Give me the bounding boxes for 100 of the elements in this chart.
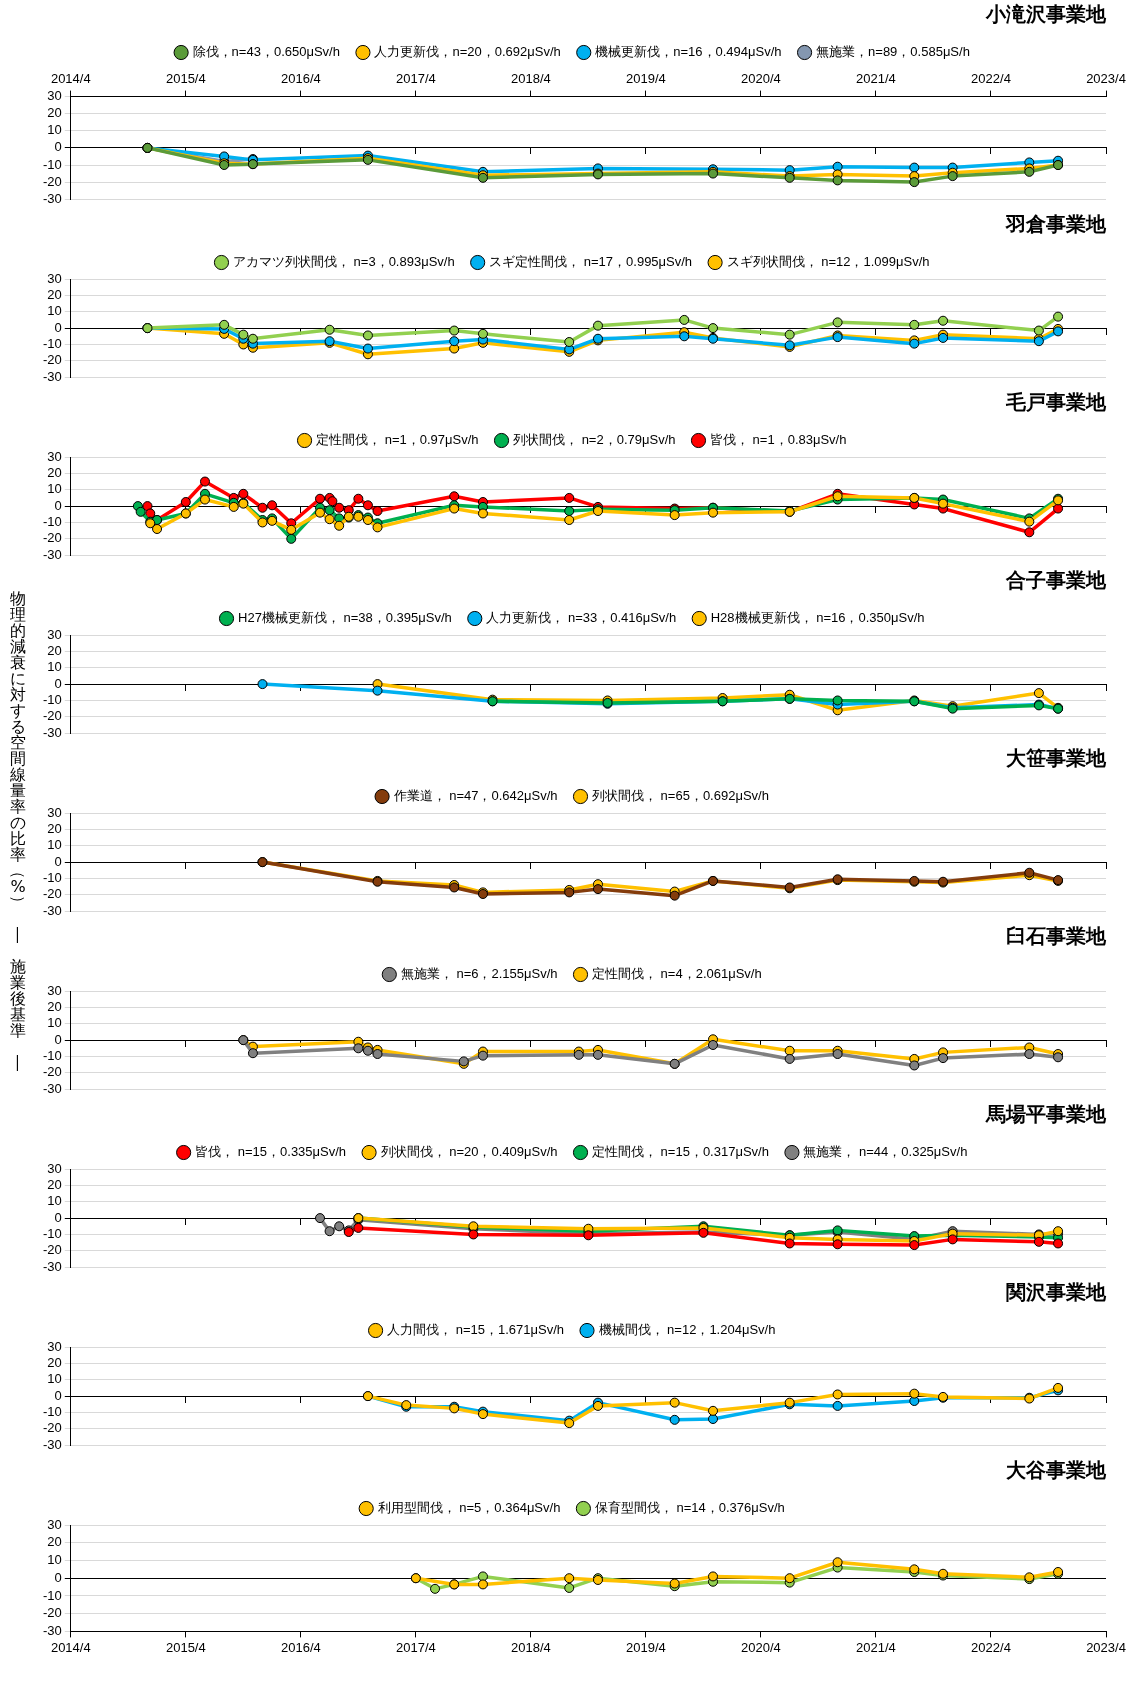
legend-label: 機械更新伐，n=16，0.494μSv/h: [595, 44, 782, 60]
x2-tick-label: 2018/4: [511, 71, 551, 87]
y-tick-label: -20: [42, 886, 62, 902]
y-tick-label: 20: [47, 1534, 62, 1550]
y-tick-label: 20: [47, 642, 62, 658]
y-tick-label: -30: [42, 1080, 62, 1096]
legend-label: 人力間伐， n=15，1.671μSv/h: [387, 1322, 565, 1338]
y-tick-label: -10: [42, 514, 62, 530]
y-tick-label: -20: [42, 1064, 62, 1080]
x2-tick-label: 2015/4: [165, 71, 206, 87]
y-tick-label: -20: [42, 1420, 62, 1436]
legend-label: 利用型間伐， n=5，0.364μSv/h: [377, 1500, 561, 1516]
y-tick-label: 20: [47, 820, 62, 836]
legend-label: 列状間伐， n=65，0.692μSv/h: [592, 788, 769, 804]
chart-title: 毛戸事業地: [1005, 390, 1107, 415]
chart-title: 臼石事業地: [1006, 924, 1107, 949]
legend-label: 列状間伐， n=20，0.409μSv/h: [380, 1144, 558, 1160]
y-tick-label: 30: [47, 1160, 62, 1176]
x-tick-label: 2020/4: [741, 1639, 781, 1655]
legend-label: 定性間伐， n=1，0.97μSv/h: [316, 432, 479, 448]
x2-tick-label: 2023/4: [1086, 71, 1126, 87]
x2-tick-label: 2014/4: [50, 71, 91, 87]
legend-label: スギ列状間伐， n=12，1.099μSv/h: [726, 254, 930, 270]
legend-label: アカマツ列状間伐， n=3，0.893μSv/h: [232, 254, 455, 270]
y-tick-label: -30: [42, 1622, 62, 1638]
y-tick-label: 10: [47, 1015, 62, 1031]
legend-label: 無施業，n=89，0.585μS/h: [816, 44, 970, 60]
y-tick-label: -30: [42, 368, 62, 384]
y-tick-label: -20: [42, 1605, 62, 1621]
chart-title: 合子事業地: [1005, 568, 1107, 593]
y-tick-label: -20: [42, 1242, 62, 1258]
legend-label: H28機械更新伐， n=16，0.350μSv/h: [710, 610, 925, 626]
legend-label: 無施業， n=6，2.155μSv/h: [400, 966, 558, 982]
x2-tick-label: 2017/4: [395, 71, 436, 87]
y-tick-label: -30: [42, 1436, 62, 1452]
y-tick-label: -30: [42, 190, 62, 206]
y-tick-label: 30: [47, 1516, 62, 1532]
legend-label: 無施業， n=44，0.325μSv/h: [803, 1144, 968, 1160]
legend-label: 機械間伐， n=12，1.204μSv/h: [598, 1322, 776, 1338]
legend-label: 皆伐， n=15，0.335μSv/h: [195, 1144, 347, 1160]
y-tick-label: 20: [47, 105, 62, 121]
x2-tick-label: 2016/4: [280, 71, 321, 87]
x2-tick-label: 2020/4: [741, 71, 781, 87]
x-tick-label: 2022/4: [971, 1639, 1011, 1655]
legend-label: 皆伐， n=1，0.83μSv/h: [709, 432, 847, 448]
y-tick-label: 20: [47, 998, 62, 1014]
y-tick-label: 10: [47, 1193, 62, 1209]
y-tick-label: -10: [42, 1048, 62, 1064]
y-tick-label: 0: [54, 1031, 62, 1047]
y-tick-label: 30: [47, 88, 62, 104]
y-tick-label: 0: [54, 1387, 62, 1403]
x-tick-label: 2023/4: [1086, 1639, 1126, 1655]
y-tick-label: 20: [47, 1176, 62, 1192]
y-tick-label: 30: [47, 270, 62, 286]
x2-tick-label: 2019/4: [626, 71, 666, 87]
legend-label: 列状間伐， n=2，0.79μSv/h: [513, 432, 676, 448]
x-tick-label: 2021/4: [856, 1639, 896, 1655]
y-tick-label: 10: [47, 122, 62, 138]
x-tick-label: 2019/4: [626, 1639, 666, 1655]
y-tick-label: 20: [47, 464, 62, 480]
legend-label: 作業道， n=47，0.642μSv/h: [392, 788, 558, 804]
y-tick-label: 10: [47, 1371, 62, 1387]
y-tick-label: -10: [42, 156, 62, 172]
y-tick-label: 30: [47, 982, 62, 998]
legend-label: 除伐，n=43，0.650μSv/h: [192, 44, 340, 60]
y-tick-label: 0: [54, 1209, 62, 1225]
legend-label: 定性間伐， n=15，0.317μSv/h: [592, 1144, 769, 1160]
y-tick-label: -30: [42, 546, 62, 562]
x-tick-label: 2018/4: [511, 1639, 551, 1655]
y-tick-label: -10: [42, 1226, 62, 1242]
chart-title: 大笹事業地: [1006, 746, 1107, 771]
y-tick-label: 30: [47, 804, 62, 820]
y-tick-label: -30: [42, 902, 62, 918]
y-tick-label: 0: [54, 675, 62, 691]
legend-label: 定性間伐， n=4，2.061μSv/h: [592, 966, 762, 982]
y-tick-label: -20: [42, 530, 62, 546]
y-tick-label: 20: [47, 286, 62, 302]
y-tick-label: -10: [42, 336, 62, 352]
chart-title: 大谷事業地: [1006, 1458, 1107, 1483]
y-tick-label: -30: [42, 1258, 62, 1274]
y-tick-label: -20: [42, 352, 62, 368]
y-tick-label: 0: [54, 1569, 62, 1585]
y-tick-label: -10: [42, 692, 62, 708]
text: 物理的減衰に対する空間線量率の比率（%） ― 施業後基準 ―: [9, 588, 28, 1071]
x2-tick-label: 2022/4: [971, 71, 1011, 87]
y-tick-label: -10: [42, 1404, 62, 1420]
y-tick-label: -20: [42, 708, 62, 724]
y-tick-label: 20: [47, 1354, 62, 1370]
y-tick-label: -30: [42, 724, 62, 740]
y-tick-label: 10: [47, 659, 62, 675]
y-tick-label: 30: [47, 448, 62, 464]
y-tick-label: 0: [54, 139, 62, 155]
y-tick-label: 10: [47, 303, 62, 319]
chart-title: 羽倉事業地: [1005, 212, 1107, 237]
x-tick-label: 2015/4: [165, 1639, 206, 1655]
chart-title: 小滝沢事業地: [985, 2, 1107, 27]
x-tick-label: 2014/4: [50, 1639, 91, 1655]
y-tick-label: 10: [47, 837, 62, 853]
chart-title: 馬場平事業地: [985, 1102, 1107, 1127]
y-tick-label: -10: [42, 870, 62, 886]
